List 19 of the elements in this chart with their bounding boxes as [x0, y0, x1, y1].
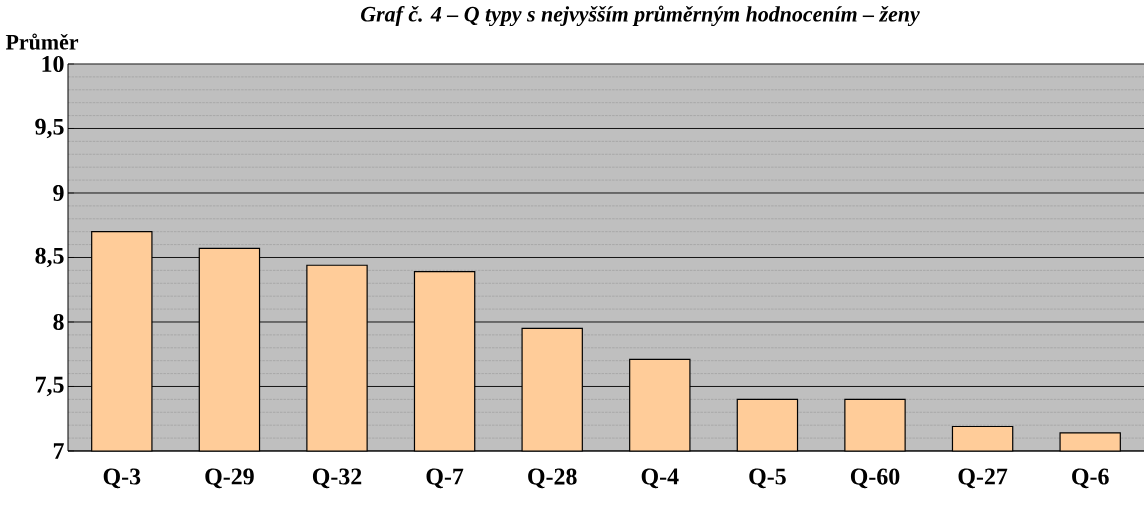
x-tick-label: Q-7: [426, 468, 464, 489]
y-tick-label: 8,5: [35, 247, 64, 268]
x-tick-label: Q-6: [1072, 468, 1109, 489]
x-tick-label: Q-4: [641, 468, 679, 489]
x-tick-label: Q-5: [749, 468, 786, 489]
y-tick-label: 9,5: [35, 118, 64, 139]
x-tick-label: Q-29: [205, 468, 254, 489]
x-tick-label: Q-28: [528, 468, 577, 489]
y-tick-label: 9: [53, 184, 64, 202]
y-tick-label: 7: [53, 443, 64, 459]
y-tick-label: 8: [53, 313, 64, 331]
x-tick-label: Q-32: [312, 468, 362, 489]
x-tick-label: Q-3: [103, 468, 141, 489]
x-tick-label: Q-27: [958, 468, 1008, 489]
y-axis-title: Průměr: [5, 33, 79, 50]
y-tick-label: 7,5: [35, 376, 64, 397]
chart-title: Graf č. 4 – Q typy s nejvyšším průměrným hodnocením – ženy: [361, 5, 920, 27]
x-tick-label: Q-60: [850, 468, 900, 489]
y-tick-label: 10: [42, 55, 64, 73]
